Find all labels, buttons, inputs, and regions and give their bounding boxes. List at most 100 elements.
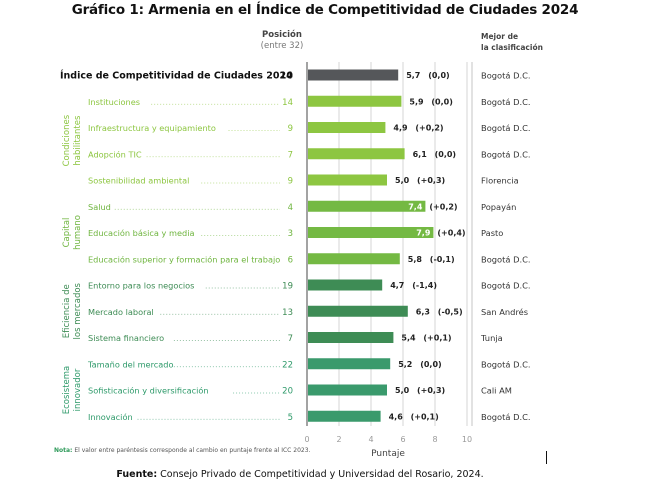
group-label-line2: humano bbox=[73, 215, 83, 250]
change-label: (+0,2) bbox=[415, 124, 443, 133]
position-value: 3 bbox=[288, 229, 293, 239]
source-label: Fuente: bbox=[116, 469, 158, 480]
group-label-line1: Capital bbox=[62, 218, 72, 248]
change-label: (+0,1) bbox=[423, 334, 451, 343]
bar bbox=[308, 332, 394, 343]
category-label: Infraestructura y equipamiento bbox=[88, 123, 216, 133]
position-value: 22 bbox=[282, 360, 293, 370]
score-label: 5,4 bbox=[401, 334, 416, 343]
position-value: 10 bbox=[280, 71, 294, 82]
score-label: 6,3 bbox=[416, 307, 430, 316]
best-city-label: Bogotá D.C. bbox=[481, 281, 531, 291]
bar bbox=[308, 148, 405, 160]
score-label: 7,4 bbox=[408, 202, 423, 211]
position-value: 4 bbox=[288, 203, 293, 213]
change-label: (0,0) bbox=[435, 150, 456, 159]
category-label: Innovación bbox=[88, 412, 133, 422]
best-column-header: Mejor de la clasificación bbox=[481, 31, 543, 53]
group-label-line2: los mercados bbox=[73, 282, 83, 339]
x-axis-label: Puntaje bbox=[371, 449, 405, 459]
best-header-line2: la clasificación bbox=[481, 43, 543, 52]
category-label: Instituciones bbox=[88, 97, 140, 107]
best-city-label: Bogotá D.C. bbox=[481, 123, 531, 133]
bar bbox=[308, 69, 399, 81]
x-tick-label: 2 bbox=[336, 435, 341, 444]
source-text: Consejo Privado de Competitividad y Univ… bbox=[157, 469, 484, 480]
score-label: 7,9 bbox=[416, 229, 431, 238]
x-tick-label: 6 bbox=[400, 435, 405, 444]
bar bbox=[308, 305, 408, 317]
bar bbox=[308, 174, 387, 186]
category-label: Adopción TIC bbox=[88, 149, 142, 159]
bar bbox=[308, 279, 383, 291]
best-city-label: Bogotá D.C. bbox=[481, 359, 531, 369]
position-header-sublabel: (entre 32) bbox=[260, 41, 304, 51]
change-label: (-0,5) bbox=[438, 307, 463, 316]
x-tick-label: 10 bbox=[462, 435, 472, 444]
note-label: Nota: bbox=[54, 447, 73, 454]
score-label: 4,9 bbox=[393, 124, 408, 133]
category-label: Salud bbox=[88, 202, 111, 212]
score-label: 4,7 bbox=[390, 281, 404, 290]
x-tick-label: 8 bbox=[432, 435, 437, 444]
position-value: 7 bbox=[288, 150, 293, 160]
bar bbox=[308, 227, 434, 238]
best-city-label: Bogotá D.C. bbox=[481, 254, 531, 264]
category-label: Sofisticación y diversificación bbox=[88, 386, 209, 396]
position-value: 6 bbox=[288, 255, 293, 265]
best-city-label: Bogotá D.C. bbox=[481, 97, 531, 107]
chart-note: Nota: El valor entre paréntesis correspo… bbox=[54, 447, 310, 454]
score-label: 5,9 bbox=[409, 97, 424, 106]
x-tick-label: 0 bbox=[304, 435, 309, 444]
position-value: 5 bbox=[288, 413, 293, 423]
bar bbox=[308, 384, 387, 396]
group-label-line1: Ecosistema bbox=[62, 366, 72, 415]
position-header-label: Posición bbox=[262, 30, 302, 40]
category-label: Sistema financiero bbox=[88, 333, 164, 343]
change-label: (+0,3) bbox=[417, 386, 445, 395]
group-label-line2: innovador bbox=[73, 368, 83, 411]
change-label: (-1,4) bbox=[412, 281, 437, 290]
change-label: (+0,1) bbox=[411, 412, 439, 421]
category-label: Mercado laboral bbox=[88, 307, 154, 317]
text-cursor bbox=[546, 451, 547, 464]
category-label: Tamaño del mercado bbox=[87, 359, 174, 369]
chart-title: Gráfico 1: Armenia en el Índice de Compe… bbox=[71, 2, 579, 18]
group-label-line1: Eficiencia de bbox=[62, 284, 72, 338]
category-label: Educación básica y media bbox=[88, 228, 194, 238]
best-city-label: Popayán bbox=[481, 202, 516, 212]
category-label: Educación superior y formación para el t… bbox=[88, 254, 280, 264]
category-label: Sostenibilidad ambiental bbox=[88, 176, 189, 186]
best-city-label: San Andrés bbox=[481, 307, 528, 317]
category-label: Entorno para los negocios bbox=[88, 281, 194, 291]
score-label: 5,0 bbox=[395, 386, 410, 395]
best-city-label: Bogotá D.C. bbox=[481, 71, 531, 81]
position-column-header: Posición (entre 32) bbox=[250, 30, 314, 52]
position-value: 20 bbox=[282, 387, 293, 397]
group-label-line2: habilitantes bbox=[73, 115, 83, 166]
position-value: 7 bbox=[288, 334, 293, 344]
bar bbox=[308, 122, 386, 133]
best-city-label: Florencia bbox=[481, 176, 519, 186]
best-header-line1: Mejor de bbox=[481, 32, 519, 41]
change-label: (0,0) bbox=[420, 360, 441, 369]
position-value: 19 bbox=[282, 282, 293, 292]
bar bbox=[308, 253, 400, 265]
best-city-label: Tunja bbox=[480, 333, 503, 343]
change-label: (0,0) bbox=[431, 97, 452, 106]
chart-source: Fuente: Consejo Privado de Competitivida… bbox=[0, 469, 600, 480]
change-label: (+0,3) bbox=[417, 176, 445, 185]
best-city-label: Bogotá D.C. bbox=[481, 149, 531, 159]
score-label: 5,2 bbox=[398, 360, 412, 369]
note-text: El valor entre paréntesis corresponde al… bbox=[72, 447, 311, 454]
position-value: 14 bbox=[282, 98, 293, 108]
score-label: 6,1 bbox=[413, 150, 428, 159]
score-label: 5,0 bbox=[395, 176, 410, 185]
bar bbox=[308, 95, 402, 107]
score-label: 5,8 bbox=[408, 255, 423, 264]
best-city-label: Pasto bbox=[481, 228, 503, 238]
bar bbox=[308, 200, 426, 212]
best-city-label: Bogotá D.C. bbox=[481, 412, 531, 422]
bar bbox=[308, 358, 391, 370]
